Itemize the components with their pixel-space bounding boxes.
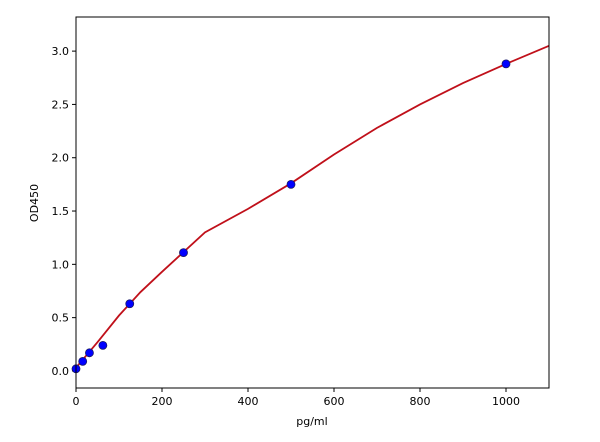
y-tick-label: 0.0 [52, 365, 70, 378]
x-axis-label: pg/ml [296, 415, 327, 428]
data-point [125, 299, 135, 309]
y-axis-label: OD450 [28, 184, 41, 222]
data-point [179, 248, 188, 258]
data-point [85, 348, 94, 358]
x-tick-label: 600 [324, 395, 345, 408]
x-tick-label: 1000 [492, 395, 520, 408]
x-tick-label: 0 [73, 395, 80, 408]
y-tick-label: 1.5 [52, 205, 70, 218]
y-tick-label: 3.0 [52, 45, 70, 58]
x-tick-label: 200 [152, 395, 173, 408]
data-point [501, 59, 511, 69]
data-point [98, 340, 108, 350]
x-tick-label: 400 [238, 395, 259, 408]
data-point [286, 179, 296, 189]
y-tick-label: 2.0 [52, 152, 70, 165]
x-tick-label: 800 [410, 395, 431, 408]
data-point [78, 356, 88, 366]
plot-frame [75, 16, 550, 389]
fit-curve [75, 44, 550, 369]
y-tick-label: 2.5 [52, 98, 70, 111]
y-tick-label: 1.0 [52, 258, 70, 271]
y-tick-label: 0.5 [52, 312, 70, 325]
